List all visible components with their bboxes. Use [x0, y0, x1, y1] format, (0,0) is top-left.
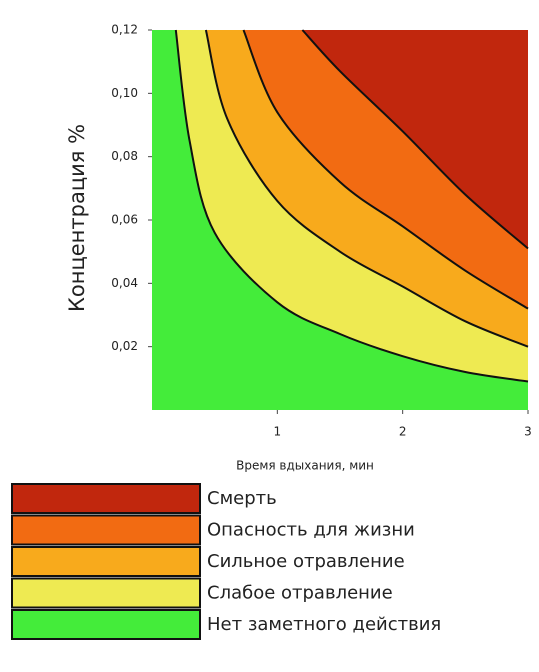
legend-label: Слабое отравление	[207, 583, 393, 604]
x-tick-label: 1	[274, 425, 282, 439]
legend-label: Нет заметного действия	[207, 614, 441, 635]
legend-swatch	[11, 609, 201, 640]
legend-swatch	[11, 483, 201, 514]
x-axis-label: Время вдыхания, мин	[236, 459, 374, 473]
legend-label: Опасность для жизни	[207, 520, 415, 541]
y-axis-label: Концентрация %	[65, 124, 89, 312]
legend-label: Смерть	[207, 488, 277, 509]
boundary-curve	[204, 29, 529, 348]
legend-swatch	[11, 577, 201, 609]
x-tick-label: 2	[399, 425, 407, 439]
y-tick-label: 0,06	[111, 213, 138, 227]
legend-label: Сильное отравление	[207, 551, 405, 572]
y-tick-label: 0,12	[111, 23, 138, 37]
y-tick-label: 0,10	[111, 86, 138, 100]
y-tick-label: 0,08	[111, 149, 138, 163]
x-tick-label: 3	[524, 425, 532, 439]
boundary-curve	[301, 29, 529, 250]
y-tick-label: 0,04	[111, 276, 138, 290]
y-tick-label: 0,02	[111, 339, 138, 353]
boundary-curve	[174, 29, 529, 383]
boundary-curve	[242, 29, 529, 310]
legend-swatch	[11, 546, 201, 577]
legend-swatch	[11, 514, 201, 546]
region-fill	[302, 30, 528, 249]
